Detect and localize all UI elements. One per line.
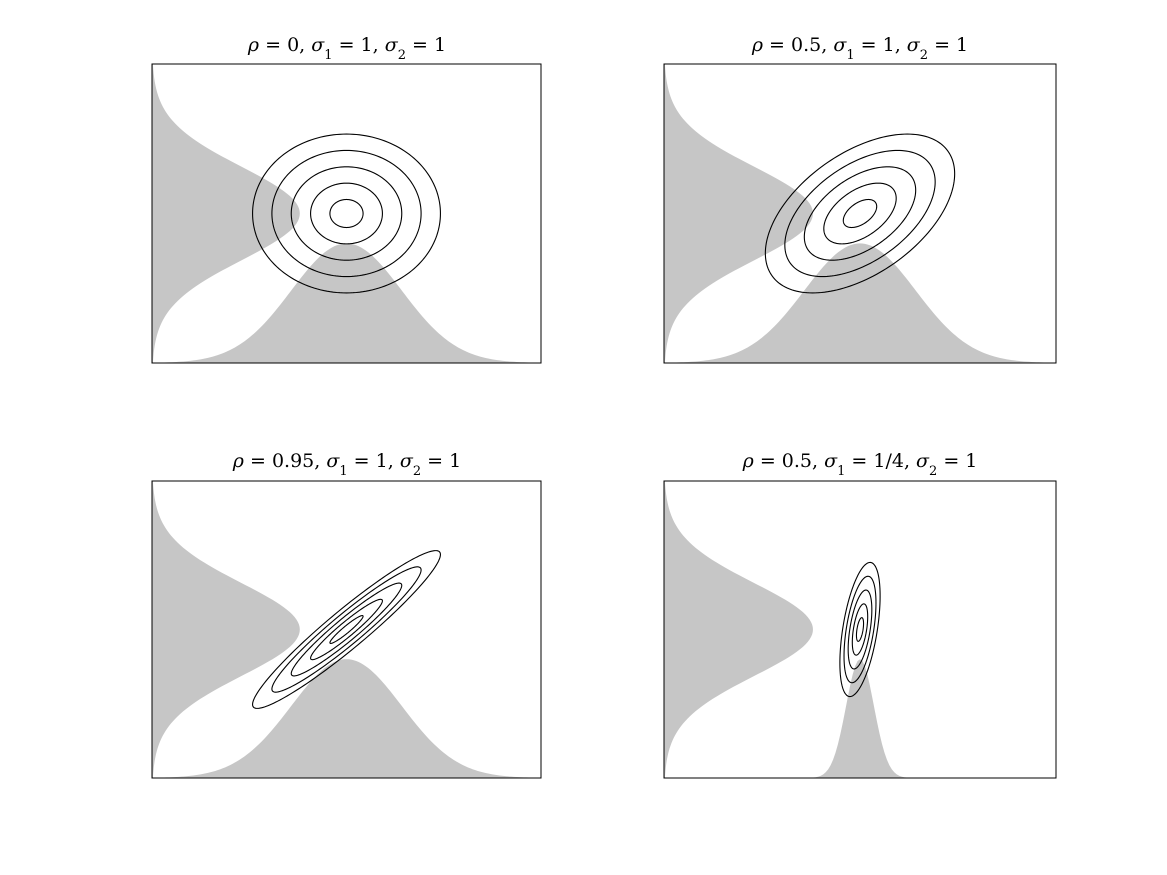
panel-2-contour-1 (842, 198, 878, 229)
panel-3-contour-4 (271, 566, 422, 693)
panel-3-title: ρ = 0.95, σ1 = 1, σ2 = 1 (232, 450, 461, 479)
panel-2-contour-2 (823, 182, 897, 245)
panel-4-marginal-x1 (664, 481, 813, 778)
panel-2-frame (663, 63, 1057, 364)
panel-1: ρ = 0, σ1 = 1, σ2 = 1 (151, 34, 542, 364)
panel-4-contour-5 (839, 561, 881, 698)
panel-3-plot (151, 480, 542, 779)
panel-2-contour-3 (803, 166, 917, 261)
panel-1-title: ρ = 0, σ1 = 1, σ2 = 1 (247, 34, 446, 63)
panel-4-title: ρ = 0.5, σ1 = 1/4, σ2 = 1 (742, 450, 978, 479)
panel-1-plot (151, 63, 542, 364)
panel-4-contour-3 (847, 589, 873, 670)
panel-1-contour-3 (290, 166, 403, 261)
panel-1-marginal-x1 (152, 64, 300, 363)
panel-2-contour-4 (784, 149, 936, 278)
panel-1-contour-5 (252, 133, 441, 294)
panel-2-contour-5 (764, 133, 956, 294)
panel-1-contour-4 (271, 149, 422, 278)
panel-4-contour-4 (843, 575, 877, 684)
panel-1-marginal-x2 (152, 243, 541, 363)
panel-3-contour-5 (252, 550, 441, 709)
panel-3-contours (252, 550, 441, 709)
panel-2: ρ = 0.5, σ1 = 1, σ2 = 1 (663, 34, 1057, 364)
panel-2-marginal-x1 (664, 64, 813, 363)
panel-2-marginal-x2 (664, 243, 1056, 363)
panel-3: ρ = 0.95, σ1 = 1, σ2 = 1 (151, 450, 542, 779)
panel-1-contour-1 (329, 198, 364, 229)
panel-4-contours (839, 561, 881, 698)
panel-3-marginal-x1 (152, 481, 300, 778)
panel-1-contours (252, 133, 441, 294)
panel-2-plot (663, 63, 1057, 364)
panel-4-marginal-x2 (664, 659, 1056, 778)
panel-2-title: ρ = 0.5, σ1 = 1, σ2 = 1 (751, 34, 968, 63)
panel-3-frame (151, 480, 542, 779)
panel-4: ρ = 0.5, σ1 = 1/4, σ2 = 1 (663, 450, 1057, 779)
panel-2-contours (764, 133, 956, 294)
panel-3-contour-3 (290, 582, 403, 677)
panel-3-contour-2 (310, 598, 383, 661)
panel-4-frame (663, 480, 1057, 779)
panel-4-plot (663, 480, 1057, 779)
panel-1-contour-2 (310, 182, 383, 245)
panel-1-frame (151, 63, 542, 364)
panel-3-contour-1 (329, 615, 364, 644)
panel-4-contour-2 (851, 603, 869, 656)
panel-3-marginal-x2 (152, 659, 541, 778)
panel-4-contour-1 (855, 617, 865, 642)
